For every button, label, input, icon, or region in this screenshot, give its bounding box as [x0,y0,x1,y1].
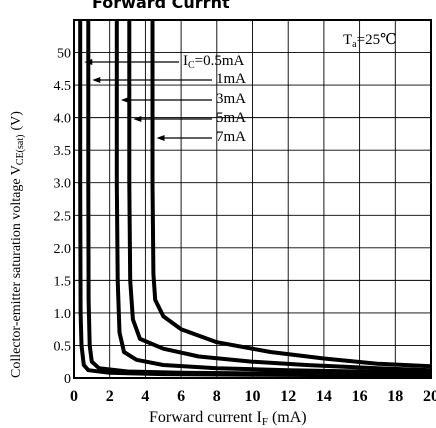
condition-label: Ta=25℃ [343,32,397,50]
x-axis-label-subscript: F [262,416,268,428]
series-label-3: 5mA [216,110,246,126]
series-arrowhead-2 [120,97,129,103]
x-tick-label: 12 [280,388,296,405]
series-arrowhead-3 [133,116,142,122]
x-axis-label: Forward current IF (mA) [149,409,307,428]
x-tick-label: 14 [316,388,332,405]
x-tick-labels: 0 2 4 6 8 10 12 14 16 18 20 [70,388,436,405]
series-arrowhead-1 [92,77,101,83]
y-axis-label: Collector-emitter saturation voltage VCE… [9,111,26,378]
y-tick-labels: 0 0.5 1.0 1.5 2.0 2.5 3.0 3.5 4.0 4.5 50 [54,47,72,387]
series-arrowhead-0 [84,59,93,65]
condition-subscript: a [352,39,357,50]
series-arrowhead-4 [156,135,165,141]
chart-title: Forward Currnt [92,0,230,12]
y-tick-label: 1.0 [54,307,72,322]
series-label-prefix: I [183,53,188,69]
x-tick-label: 10 [245,388,261,405]
series-label-2: 3mA [216,91,246,107]
x-tick-label: 18 [387,388,403,405]
plot-frame [73,19,432,379]
y-tick-label: 1.5 [54,274,72,289]
x-tick-label: 20 [423,388,436,405]
x-tick-label: 6 [177,388,185,405]
y-tick-label: 3.5 [54,144,72,159]
series-label-1: 1mA [216,71,246,87]
series-line-1 [86,20,432,377]
x-axis-label-text: Forward current I [149,409,262,426]
x-tick-label: 2 [106,388,114,405]
series-label-4: 7mA [216,129,246,145]
series-label-value: =0.5mA [195,53,245,69]
y-tick-label: 3.0 [54,177,72,192]
x-tick-label: 0 [70,388,78,405]
x-tick-label: 16 [352,388,368,405]
condition-value: =25℃ [357,32,397,48]
y-tick-label: 2.0 [54,242,72,257]
y-axis-label-unit: (V) [9,111,24,131]
y-tick-label: 0 [64,372,71,387]
series-line-2 [114,20,432,375]
y-axis-label-text: Collector-emitter saturation voltage V [9,165,24,378]
series-legend: IC=0.5mA 1mA 3mA 5mA 7mA [183,53,246,145]
x-tick-label: 4 [141,388,149,405]
series-line-3 [127,20,432,373]
data-series [78,20,432,378]
series-label-0: IC=0.5mA [183,53,245,71]
condition-symbol: T [343,32,352,48]
y-tick-label: 50 [57,47,71,62]
svg-text:Ta=25℃: Ta=25℃ [343,32,397,50]
series-label-subscript: C [188,60,195,71]
y-tick-label: 0.5 [54,339,72,354]
y-tick-label: 4.0 [54,112,72,127]
x-tick-label: 8 [213,388,221,405]
y-tick-label: 4.5 [54,79,72,94]
y-tick-label: 2.5 [54,209,72,224]
x-axis-label-unit: (mA) [272,409,307,426]
series-line-4 [150,20,432,369]
y-axis-label-subscript: CE(sat) [15,135,26,166]
series-label-arrows [84,59,212,141]
